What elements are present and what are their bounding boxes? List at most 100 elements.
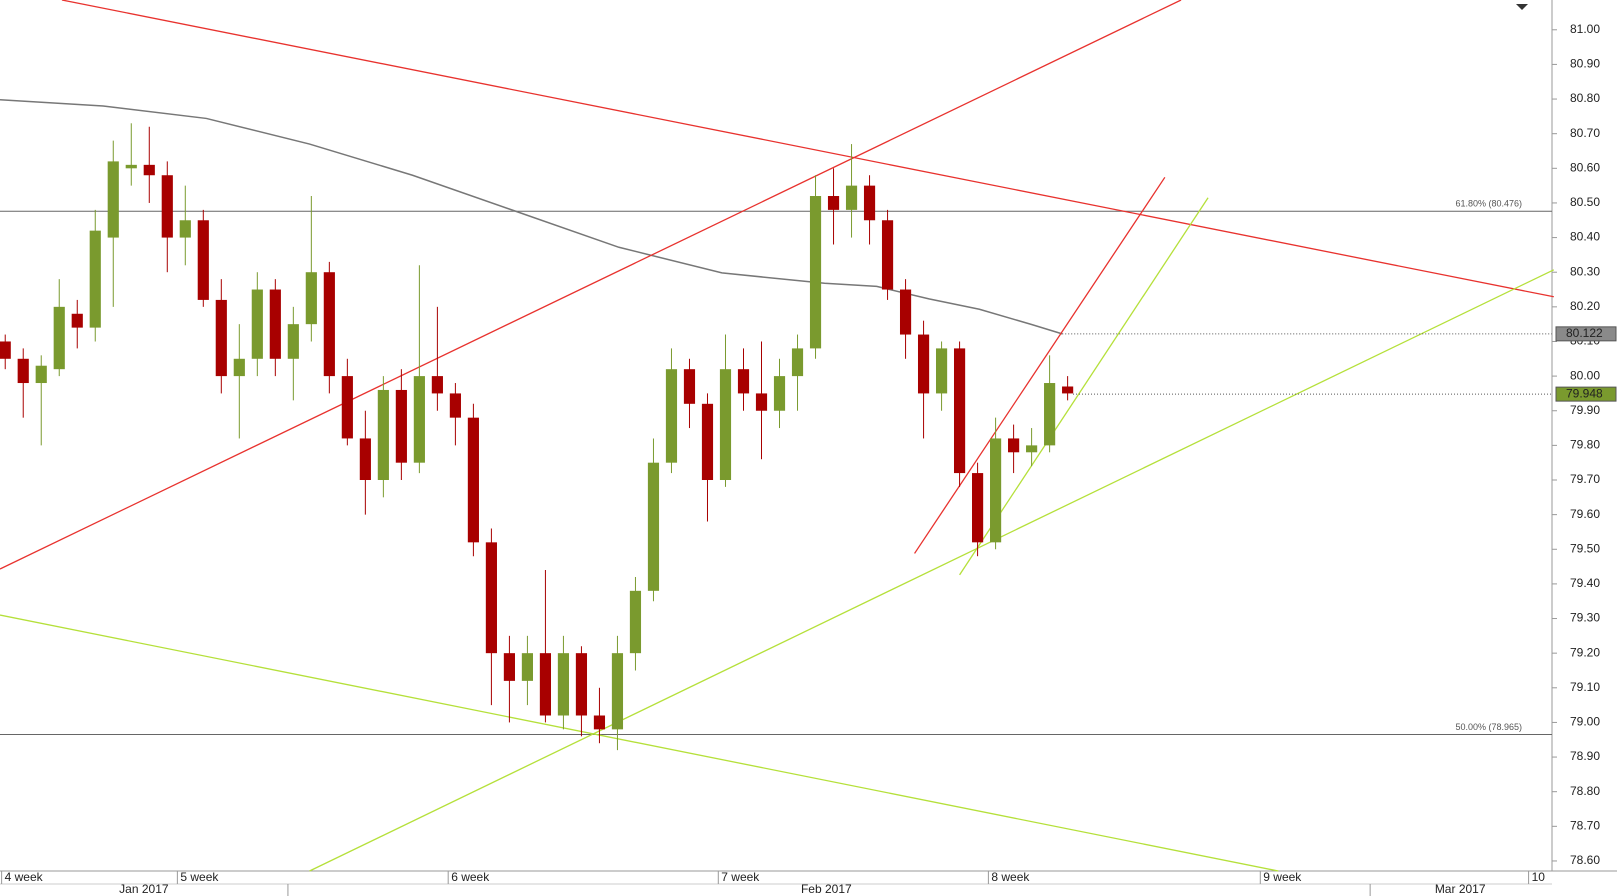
x-tick-label: 5 week <box>180 870 219 884</box>
candle-body <box>990 438 1002 543</box>
price-box <box>1555 326 1617 342</box>
candle-body <box>107 161 119 238</box>
candle-body <box>53 306 65 370</box>
candle-body <box>737 369 750 394</box>
y-tick-label: 79.40 <box>1570 576 1600 590</box>
y-tick-label: 80.90 <box>1570 57 1600 71</box>
candle-body <box>611 653 624 730</box>
trend-line <box>61 0 1554 298</box>
candle-body <box>0 341 11 359</box>
y-tick-label: 79.20 <box>1570 645 1600 659</box>
menu-arrow[interactable] <box>1516 4 1528 10</box>
candle-body <box>1044 383 1056 446</box>
candle-body <box>1062 386 1074 394</box>
y-tick-label: 80.50 <box>1570 195 1600 209</box>
candle-body <box>35 365 47 384</box>
x-tick-label: 9 week <box>1263 870 1302 884</box>
candle-body <box>143 164 155 176</box>
trend-line <box>0 0 1182 570</box>
candle-body <box>917 334 930 394</box>
candle-body <box>71 313 83 328</box>
candle-body <box>809 196 822 349</box>
y-tick-label: 80.20 <box>1570 299 1600 313</box>
y-tick-label: 80.40 <box>1570 230 1600 244</box>
candle-body <box>935 348 948 394</box>
y-tick-label: 78.80 <box>1570 784 1600 798</box>
candle-body <box>215 299 227 377</box>
candle-body <box>503 653 515 681</box>
candle-body <box>629 590 642 654</box>
y-tick-label: 79.10 <box>1570 680 1600 694</box>
candle-body <box>521 653 533 681</box>
y-tick-label: 80.80 <box>1570 91 1600 105</box>
trend-line <box>309 269 1555 872</box>
x-tick-label: 10 <box>1532 870 1546 884</box>
candle-body <box>251 289 263 359</box>
candle-body <box>269 289 281 359</box>
month-label: Mar 2017 <box>1435 882 1486 896</box>
candle-body <box>719 369 732 481</box>
candle-body <box>953 348 966 474</box>
candle-body <box>125 164 137 169</box>
x-tick-label: 4 week <box>5 870 44 884</box>
candle-body <box>683 369 696 404</box>
y-tick-label: 80.70 <box>1570 126 1600 140</box>
candle-body <box>377 389 389 481</box>
trend-line <box>0 614 1279 872</box>
candle-body <box>755 393 768 411</box>
y-tick-label: 79.80 <box>1570 438 1600 452</box>
candle-body <box>863 185 876 221</box>
candle-body <box>881 220 894 290</box>
y-tick-label: 79.00 <box>1570 715 1600 729</box>
y-tick-label: 79.90 <box>1570 403 1600 417</box>
candle-body <box>1008 438 1020 453</box>
candle-body <box>647 462 660 591</box>
y-tick-label: 79.30 <box>1570 611 1600 625</box>
candle-body <box>197 220 209 300</box>
trend-line <box>914 176 1166 554</box>
candle-body <box>359 438 371 481</box>
candle-body <box>449 393 461 418</box>
y-tick-label: 80.30 <box>1570 264 1600 278</box>
month-label: Jan 2017 <box>119 882 169 896</box>
candle-body <box>485 542 497 654</box>
candle-body <box>827 196 840 210</box>
x-tick-label: 6 week <box>451 870 490 884</box>
candle-body <box>972 473 984 543</box>
candle-body <box>575 653 588 716</box>
candle-body <box>179 220 191 238</box>
y-tick-label: 80.60 <box>1570 160 1600 174</box>
y-tick-label: 79.50 <box>1570 541 1600 555</box>
candle-body <box>467 417 479 543</box>
candle-body <box>665 369 678 463</box>
candle-body <box>233 358 245 377</box>
candle-body <box>899 289 912 335</box>
price-box-label: 80.122 <box>1566 326 1603 340</box>
y-tick-label: 78.60 <box>1570 853 1600 867</box>
candle-body <box>701 403 714 481</box>
y-tick-label: 79.70 <box>1570 472 1600 486</box>
candle-body <box>1026 445 1038 453</box>
candle-body <box>593 715 606 730</box>
x-tick-label: 7 week <box>721 870 760 884</box>
y-tick-label: 79.60 <box>1570 507 1600 521</box>
candle-body <box>431 376 443 394</box>
x-tick-label: 8 week <box>991 870 1030 884</box>
candle-body <box>845 185 858 210</box>
fib-label: 50.00% (78.965) <box>1455 722 1522 732</box>
candle-body <box>791 348 804 377</box>
y-tick-label: 80.00 <box>1570 368 1600 382</box>
fib-label: 61.80% (80.476) <box>1455 199 1522 209</box>
candle-body <box>17 358 29 384</box>
candle-body <box>413 376 425 463</box>
candle-body <box>341 376 353 439</box>
price-box-label: 79.948 <box>1566 386 1603 400</box>
candle-body <box>557 653 570 716</box>
y-tick-label: 78.90 <box>1570 749 1600 763</box>
candle-body <box>773 376 786 411</box>
candle-body <box>161 175 173 238</box>
candle-body <box>395 389 407 463</box>
